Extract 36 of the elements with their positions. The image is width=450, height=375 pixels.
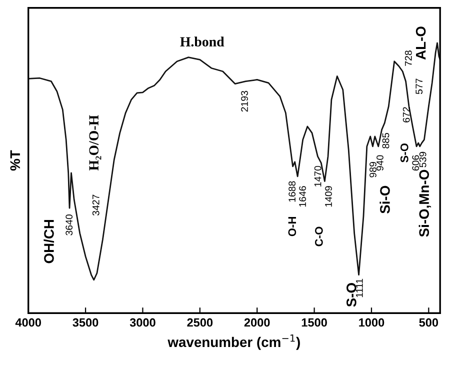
annotation: C-O [314,226,323,246]
annotation: 3640 [66,214,73,236]
annotation: S-O [346,283,356,307]
annotation: 539 [419,152,426,168]
annotation: OH/CH [44,220,54,264]
x-tick-label: 1000 [359,318,384,327]
x-tick-label: 3000 [130,318,156,327]
annotation: 1688 [288,181,296,202]
annotation: 989 [370,162,376,178]
annotation: 1470 [314,166,322,186]
annotation: Si-O [380,186,390,214]
annotation: H.bond [180,36,224,47]
annotation: 577 [416,78,423,94]
annotation: 1111 [356,278,363,298]
annotation: 3427 [92,194,100,216]
annotation: 2193 [241,90,248,112]
annotation: 940 [376,155,384,171]
x-tick-label: 500 [419,318,438,327]
annotation: O-H [288,217,296,236]
annotation: Si-O,Mn-O [418,170,432,237]
annotation: 728 [404,50,412,66]
annotation: 1646 [299,186,306,207]
x-tick-label: 1500 [302,318,327,327]
annotation: 885 [382,132,390,148]
annotation: S-O [400,143,408,162]
annotation: 606 [412,155,420,171]
x-tick-label: 3500 [72,318,98,327]
annotation: AL-O [416,26,426,60]
x-tick-label: 2000 [244,318,270,327]
x-axis-title: wavenumber (cm$^{−1}$) [168,334,300,350]
x-tick-label: 4000 [15,318,41,327]
annotation: 1409 [325,186,332,207]
annotation: H₂O/O-H [89,115,102,170]
x-tick-label: 2500 [187,318,213,327]
y-axis-title: %T [10,150,20,171]
annotation: 672 [402,107,410,122]
